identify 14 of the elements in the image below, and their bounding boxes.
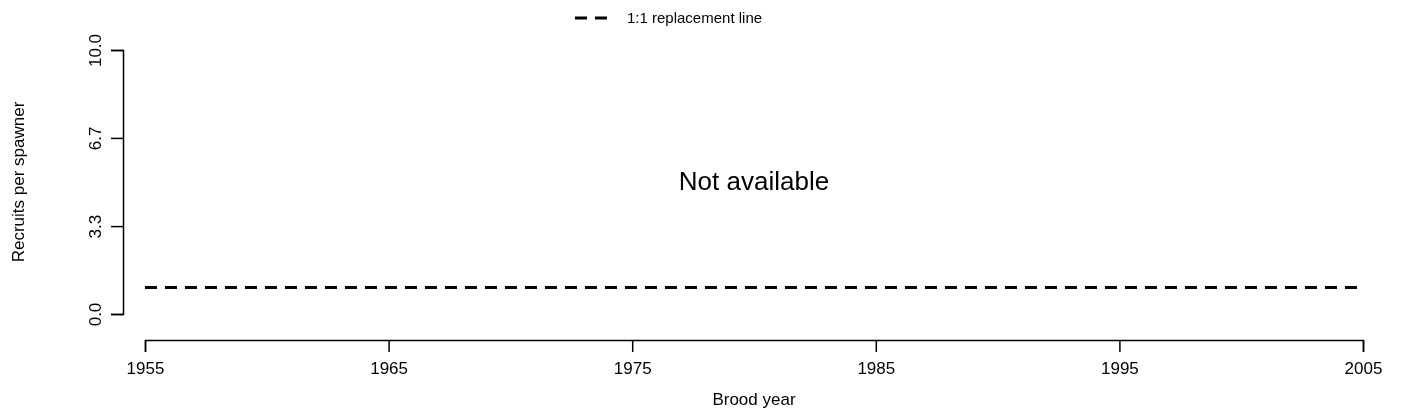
x-tick-label: 1995 [1100, 359, 1139, 379]
y-tick-label: 0.0 [85, 302, 105, 327]
x-tick-label: 2005 [1344, 359, 1383, 379]
x-tick-label: 1975 [613, 359, 652, 379]
x-tick-label: 1985 [857, 359, 896, 379]
annotation: Not available [678, 166, 830, 196]
x-tick-label: 1955 [126, 359, 165, 379]
y-tick-label: 3.3 [85, 214, 105, 239]
x-axis-title: Brood year [712, 390, 796, 409]
y-tick-label: 10.0 [85, 33, 105, 68]
y-tick-label: 6.7 [85, 126, 105, 151]
y-axis-title: Recruits per spawner [9, 101, 28, 263]
x-tick-label: 1965 [370, 359, 409, 379]
legend-label: 1:1 replacement line [627, 9, 763, 27]
